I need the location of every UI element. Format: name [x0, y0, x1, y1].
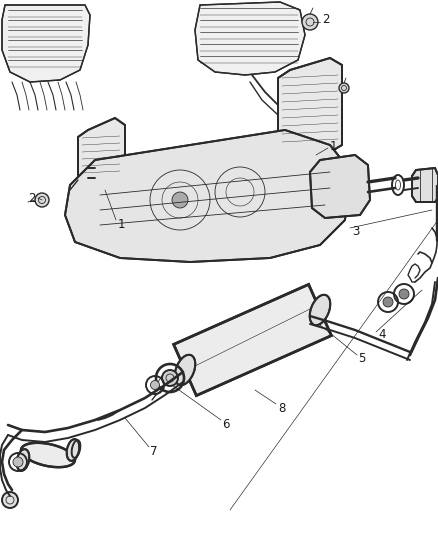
Ellipse shape [310, 295, 330, 325]
Polygon shape [173, 285, 332, 395]
Circle shape [2, 492, 18, 508]
Text: 6: 6 [222, 418, 230, 431]
Ellipse shape [67, 439, 79, 461]
Circle shape [162, 370, 178, 386]
Circle shape [151, 381, 159, 390]
Ellipse shape [17, 449, 29, 471]
Text: 2: 2 [322, 13, 329, 26]
Polygon shape [195, 2, 305, 75]
Ellipse shape [310, 306, 326, 329]
Polygon shape [412, 168, 438, 202]
Polygon shape [78, 118, 125, 182]
Circle shape [13, 457, 23, 467]
Circle shape [172, 192, 188, 208]
Text: 3: 3 [352, 225, 359, 238]
Ellipse shape [301, 317, 311, 334]
Text: 2: 2 [28, 192, 35, 205]
Text: 1: 1 [330, 140, 338, 153]
Text: 5: 5 [358, 352, 365, 365]
Text: 1: 1 [118, 218, 126, 231]
Ellipse shape [21, 443, 75, 467]
Ellipse shape [175, 355, 195, 385]
Text: 4: 4 [378, 328, 385, 341]
Text: 8: 8 [278, 402, 286, 415]
Circle shape [383, 297, 393, 307]
Polygon shape [278, 58, 342, 152]
Polygon shape [65, 130, 350, 262]
Circle shape [339, 83, 349, 93]
Circle shape [399, 289, 409, 299]
Polygon shape [2, 5, 90, 82]
Polygon shape [310, 155, 370, 218]
Text: 7: 7 [150, 445, 158, 458]
Circle shape [302, 14, 318, 30]
Circle shape [35, 193, 49, 207]
